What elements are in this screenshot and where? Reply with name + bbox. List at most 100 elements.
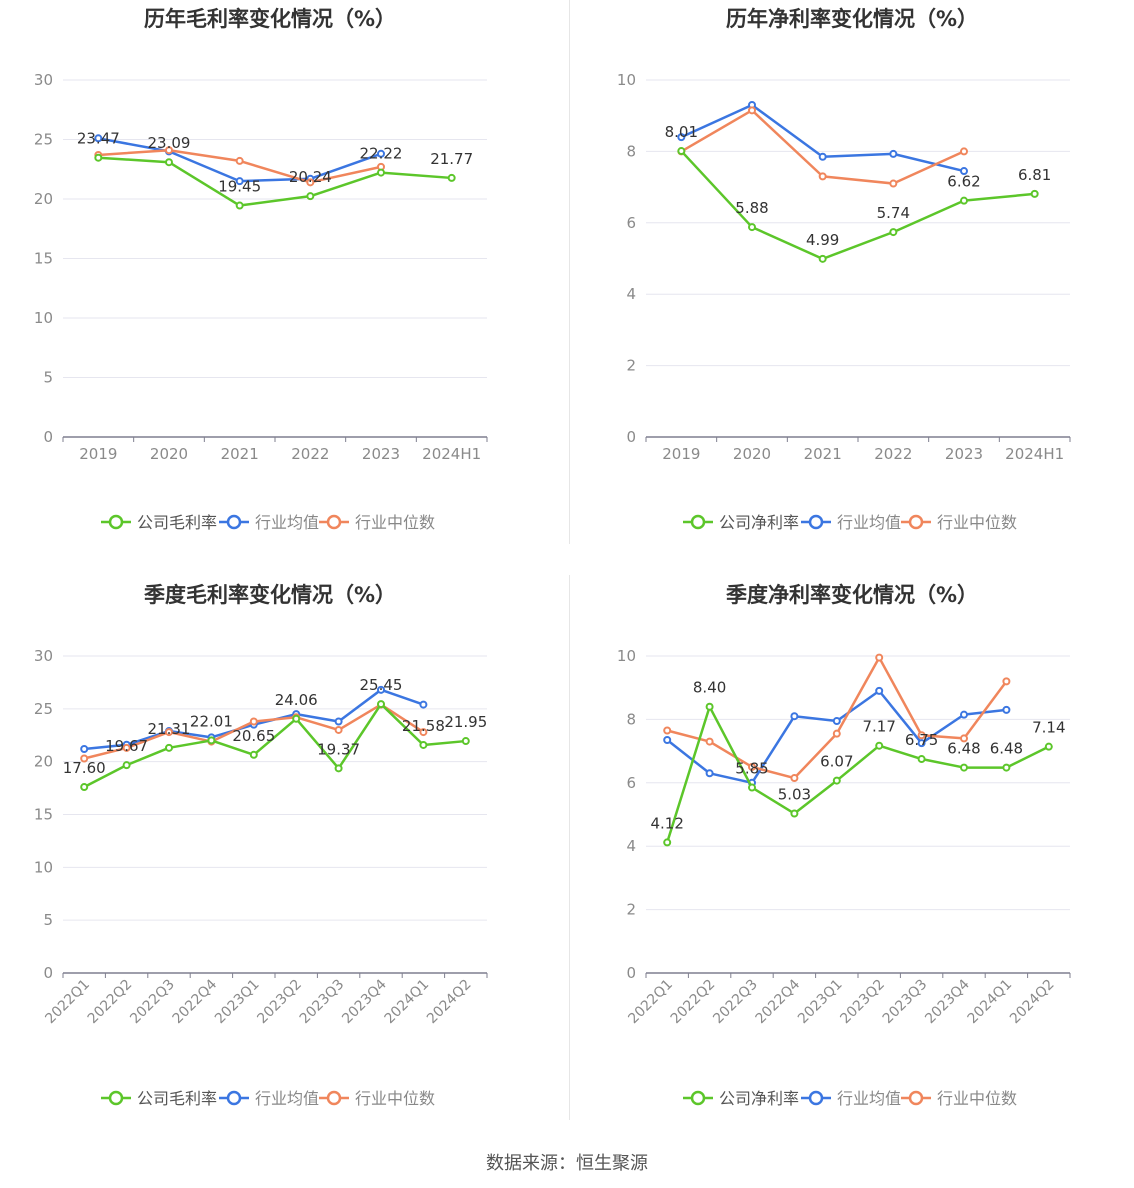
y-tick-label: 15 <box>34 250 53 268</box>
data-point-company <box>960 763 968 772</box>
chart-4: 季度净利率变化情况（%）02468102022Q12022Q22022Q3202… <box>617 583 1071 1108</box>
data-point-avg <box>235 177 244 186</box>
data-label: 20.65 <box>232 727 275 745</box>
data-point-median <box>1002 677 1011 686</box>
data-point-median <box>306 178 315 187</box>
data-label: 20.24 <box>289 168 332 186</box>
data-point-median <box>165 146 173 155</box>
data-point-company <box>377 700 385 709</box>
data-point-median <box>748 762 756 771</box>
y-tick-label: 10 <box>617 647 636 665</box>
data-point-median <box>122 743 131 752</box>
data-point-company <box>447 173 456 182</box>
data-point-avg <box>80 744 89 753</box>
data-label: 5.03 <box>778 786 811 804</box>
data-point-median <box>960 147 968 156</box>
legend-item-company: 公司毛利率 <box>101 1089 217 1108</box>
x-tick-label: 2024Q2 <box>1007 977 1058 1028</box>
legend-item-median: 行业中位数 <box>901 513 1017 532</box>
data-label: 21.58 <box>402 717 445 735</box>
data-label: 19.45 <box>218 178 261 196</box>
x-tick-label: 2022 <box>291 445 329 463</box>
data-point-company <box>249 750 258 759</box>
legend-swatch-marker <box>808 1090 824 1106</box>
data-point-company <box>790 809 799 818</box>
y-tick-label: 10 <box>617 71 636 89</box>
data-point-company <box>235 201 244 210</box>
x-tick-label: 2023Q3 <box>880 977 931 1028</box>
legend-swatch-marker <box>108 1090 124 1106</box>
vertical-divider-bottom <box>569 575 570 1120</box>
data-label: 23.09 <box>148 134 191 152</box>
data-point-median <box>832 729 841 738</box>
y-tick-label: 0 <box>626 964 636 982</box>
y-tick-label: 0 <box>43 964 53 982</box>
data-point-company <box>165 743 173 752</box>
data-label: 23.47 <box>77 130 120 148</box>
x-tick-label: 2024Q2 <box>424 977 475 1028</box>
x-tick-label: 2019 <box>662 445 700 463</box>
y-tick-label: 30 <box>34 71 53 89</box>
data-label: 8.01 <box>665 123 698 141</box>
data-point-company <box>461 737 470 746</box>
data-label: 17.60 <box>63 759 106 777</box>
data-point-median <box>235 156 244 165</box>
data-point-avg <box>377 685 385 694</box>
x-tick-label: 2023Q1 <box>795 977 846 1028</box>
data-label: 5.85 <box>735 760 768 778</box>
data-point-company <box>80 783 89 792</box>
chart-title: 历年毛利率变化情况（%） <box>144 7 396 31</box>
data-point-avg <box>334 717 343 726</box>
data-label: 6.62 <box>947 173 980 191</box>
data-point-company <box>748 223 756 232</box>
legend-item-median: 行业中位数 <box>319 1089 435 1108</box>
data-label: 4.99 <box>806 231 839 249</box>
legend-item-median: 行业中位数 <box>319 513 435 532</box>
x-tick-label: 2023Q2 <box>254 977 305 1028</box>
legend-item-avg: 行业均值 <box>801 513 901 532</box>
series-line-company <box>98 156 452 207</box>
vertical-divider-top <box>569 0 570 544</box>
data-point-avg <box>1002 705 1011 714</box>
x-tick-label: 2023 <box>362 445 400 463</box>
data-point-company <box>1044 742 1053 751</box>
legend-item-company: 公司净利率 <box>683 513 799 532</box>
y-tick-label: 2 <box>626 901 636 919</box>
data-point-median <box>419 728 428 737</box>
data-point-avg <box>705 769 714 778</box>
y-tick-label: 20 <box>34 753 53 771</box>
data-label: 19.67 <box>105 737 148 755</box>
x-tick-label: 2023Q2 <box>837 977 888 1028</box>
data-point-avg <box>960 710 968 719</box>
legend-label: 行业中位数 <box>937 1089 1017 1108</box>
data-label: 24.06 <box>275 691 318 709</box>
x-tick-label: 2022Q1 <box>625 977 676 1028</box>
y-tick-label: 0 <box>626 428 636 446</box>
chart-2: 历年净利率变化情况（%） 0 2 4 6 8 10 2019 2020 2021 2022 2023 2… <box>617 7 1071 532</box>
data-point-company <box>875 741 884 750</box>
legend-label: 行业中位数 <box>355 1089 435 1108</box>
data-point-company <box>1030 189 1039 198</box>
x-tick-label: 2022Q3 <box>710 977 761 1028</box>
data-point-avg <box>875 686 884 695</box>
x-tick-label: 2022Q4 <box>753 976 804 1027</box>
x-tick-label: 2023 <box>945 445 983 463</box>
x-tick-label: 2022Q2 <box>85 977 136 1028</box>
series-line-company <box>83 702 466 789</box>
data-point-company <box>960 196 968 205</box>
data-point-company <box>748 783 756 792</box>
data-point-company <box>1002 763 1011 772</box>
data-point-median <box>875 653 884 662</box>
legend-label: 公司净利率 <box>719 513 799 532</box>
legend-item-avg: 行业均值 <box>219 1089 319 1108</box>
data-point-avg <box>677 133 686 142</box>
data-point-median <box>889 179 898 188</box>
data-label: 5.74 <box>877 204 910 222</box>
data-label: 6.81 <box>1018 166 1051 184</box>
data-point-median <box>165 728 173 737</box>
x-tick-label: 2020 <box>150 445 188 463</box>
y-tick-label: 10 <box>34 858 53 876</box>
data-point-median <box>249 717 258 726</box>
legend-swatch-marker <box>108 514 124 530</box>
data-point-company <box>292 714 301 723</box>
